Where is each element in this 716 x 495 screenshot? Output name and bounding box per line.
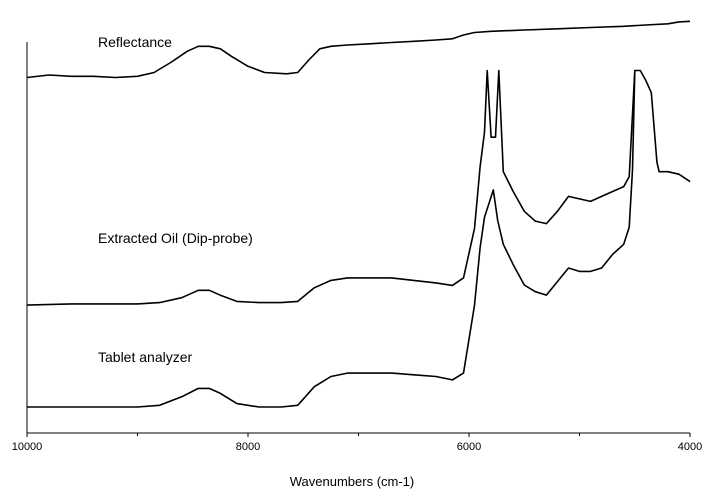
x-tick-label: 6000 (457, 441, 481, 453)
x-tick-label: 10000 (12, 441, 43, 453)
x-axis-title: Wavenumbers (cm-1) (290, 474, 414, 489)
series-label-reflectance: Reflectance (98, 34, 172, 50)
series-line-extracted-oil (26, 69, 691, 306)
x-tick-label: 8000 (236, 441, 260, 453)
series-line-reflectance (26, 20, 691, 79)
series-label-extracted-oil: Extracted Oil (Dip-probe) (98, 230, 253, 246)
x-tick-label: 4000 (678, 441, 702, 453)
x-axis-ticks: 10000 8000 6000 4000 (12, 433, 702, 453)
series-group (26, 20, 691, 408)
series-label-tablet: Tablet analyzer (98, 349, 193, 365)
series-line-tablet (27, 71, 636, 408)
